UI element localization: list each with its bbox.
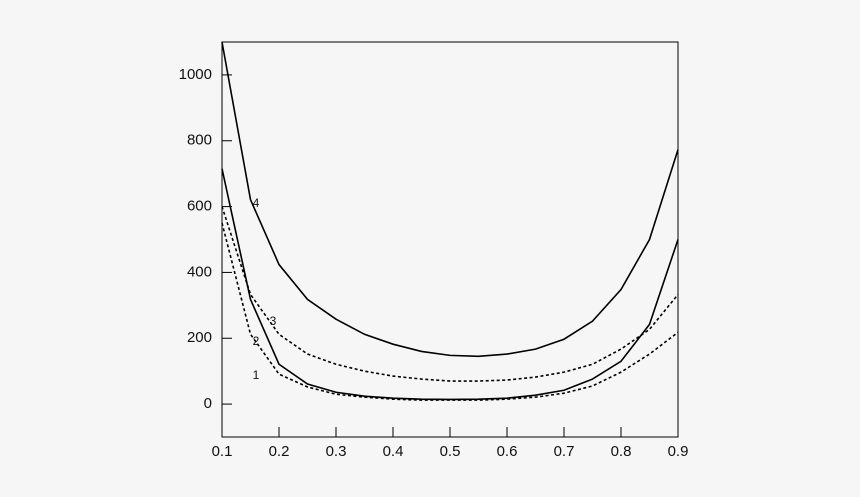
x-tick-label: 0.7 xyxy=(554,443,575,460)
x-tick-label: 0.9 xyxy=(668,443,689,460)
y-tick-label: 800 xyxy=(187,132,212,149)
curve-label: 4 xyxy=(253,196,260,210)
curve xyxy=(221,206,679,382)
x-tick-label: 0.5 xyxy=(440,443,461,460)
curve-label: 1 xyxy=(253,368,260,382)
y-tick-label: 200 xyxy=(187,329,212,346)
y-tick-label: 0 xyxy=(204,395,212,412)
y-tick-label: 1000 xyxy=(179,66,212,83)
x-tick-label: 0.3 xyxy=(326,443,347,460)
curve xyxy=(221,41,679,358)
x-tick-label: 0.4 xyxy=(383,443,404,460)
x-tick-label: 0.8 xyxy=(611,443,632,460)
x-tick-label: 0.1 xyxy=(212,443,233,460)
y-tick-label: 600 xyxy=(187,198,212,215)
x-tick-label: 0.6 xyxy=(497,443,518,460)
curve-label: 3 xyxy=(270,314,277,328)
curve-label: 2 xyxy=(253,334,260,348)
curve xyxy=(221,222,679,401)
curve xyxy=(221,168,679,401)
x-tick-label: 0.2 xyxy=(269,443,290,460)
y-tick-label: 400 xyxy=(187,263,212,280)
